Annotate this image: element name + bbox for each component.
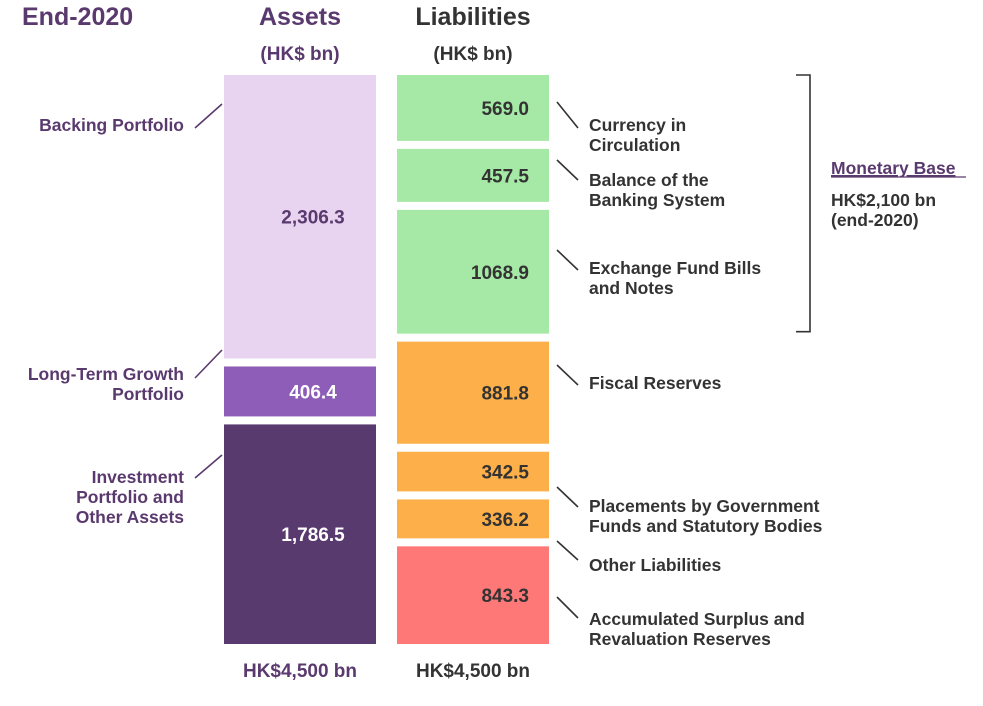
- asset-label-1-1: Portfolio: [112, 384, 184, 404]
- asset-label-0-0: Backing Portfolio: [39, 115, 184, 135]
- asset-label-1-0: Long-Term Growth: [28, 364, 184, 384]
- liability-bar-2: [397, 209, 549, 334]
- chart-title: End-2020: [22, 3, 133, 31]
- liability-value-3: 881.8: [481, 384, 529, 405]
- monetary-base-group: Monetary Base HK$2,100 bn(end-2020): [796, 74, 966, 333]
- liability-leader-3: [556, 364, 579, 386]
- monetary-base-bracket: [796, 74, 811, 333]
- liability-bar-1: [397, 148, 549, 202]
- assets-column: 2,306.3 406.4 1,786.5: [224, 75, 376, 644]
- liability-label-0-1: Circulation: [589, 135, 680, 155]
- asset-value-0: 2,306.3: [281, 208, 344, 229]
- liabilities-column: 569.0 457.5 1068.9 881.8 342.5 336.2 843.3: [397, 75, 549, 644]
- liability-label-4-1: Funds and Statutory Bodies: [589, 516, 823, 536]
- asset-bar-2: [224, 424, 376, 644]
- liability-label-0-0: Currency in: [589, 115, 686, 135]
- liability-value-5: 336.2: [481, 510, 529, 531]
- liability-leader-0: [556, 101, 579, 129]
- liability-label-6-0: Accumulated Surplus and: [589, 609, 805, 629]
- asset-leader-1: [194, 349, 223, 379]
- asset-label-2-2: Other Assets: [76, 507, 185, 527]
- liability-leader-6: [556, 596, 579, 619]
- liability-label-3-0: Fiscal Reserves: [589, 373, 722, 393]
- liability-label-4-0: Placements by Government: [589, 496, 820, 516]
- liability-value-1: 457.5: [481, 166, 529, 187]
- liability-value-2: 1068.9: [471, 263, 529, 284]
- liability-label-5-0: Other Liabilities: [589, 555, 722, 575]
- asset-label-2-1: Portfolio and: [76, 487, 184, 507]
- asset-label-2-0: Investment: [92, 467, 185, 487]
- liability-value-0: 569.0: [481, 99, 529, 120]
- liabilities-header: Liabilities: [415, 3, 530, 31]
- liability-label-2-0: Exchange Fund Bills: [589, 258, 761, 278]
- liability-value-4: 342.5: [481, 463, 529, 484]
- asset-bar-0: [224, 75, 376, 359]
- liability-bar-5: [397, 499, 549, 539]
- liabilities-unit: (HK$ bn): [433, 44, 512, 65]
- liability-bar-6: [397, 546, 549, 644]
- assets-total: HK$4,500 bn: [243, 661, 357, 682]
- asset-leader-0: [194, 103, 223, 129]
- liability-label-2-1: and Notes: [589, 278, 674, 298]
- asset-leader-2: [194, 454, 223, 479]
- liability-label-1-1: Banking System: [589, 190, 725, 210]
- asset-value-2: 1,786.5: [281, 525, 345, 546]
- liability-leader-1: [556, 159, 579, 181]
- liability-bar-3: [397, 341, 549, 444]
- liability-label-1-0: Balance of the: [589, 170, 709, 190]
- liability-bar-4: [397, 451, 549, 492]
- asset-bar-1: [224, 366, 376, 417]
- liability-value-6: 843.3: [481, 586, 529, 607]
- asset-value-1: 406.4: [289, 382, 337, 403]
- liability-bar-0: [397, 75, 549, 141]
- liability-leader-2: [556, 249, 579, 271]
- liability-label-6-1: Revaluation Reserves: [589, 629, 771, 649]
- monetary-base-line-1: (end-2020): [831, 210, 919, 230]
- liability-leader-5: [556, 540, 579, 561]
- monetary-base-title: Monetary Base: [831, 158, 956, 178]
- liability-leader-4: [556, 486, 579, 508]
- monetary-base-line-0: HK$2,100 bn: [831, 190, 936, 210]
- assets-header: Assets: [259, 3, 341, 31]
- liabilities-total: HK$4,500 bn: [416, 661, 530, 682]
- assets-unit: (HK$ bn): [260, 44, 339, 65]
